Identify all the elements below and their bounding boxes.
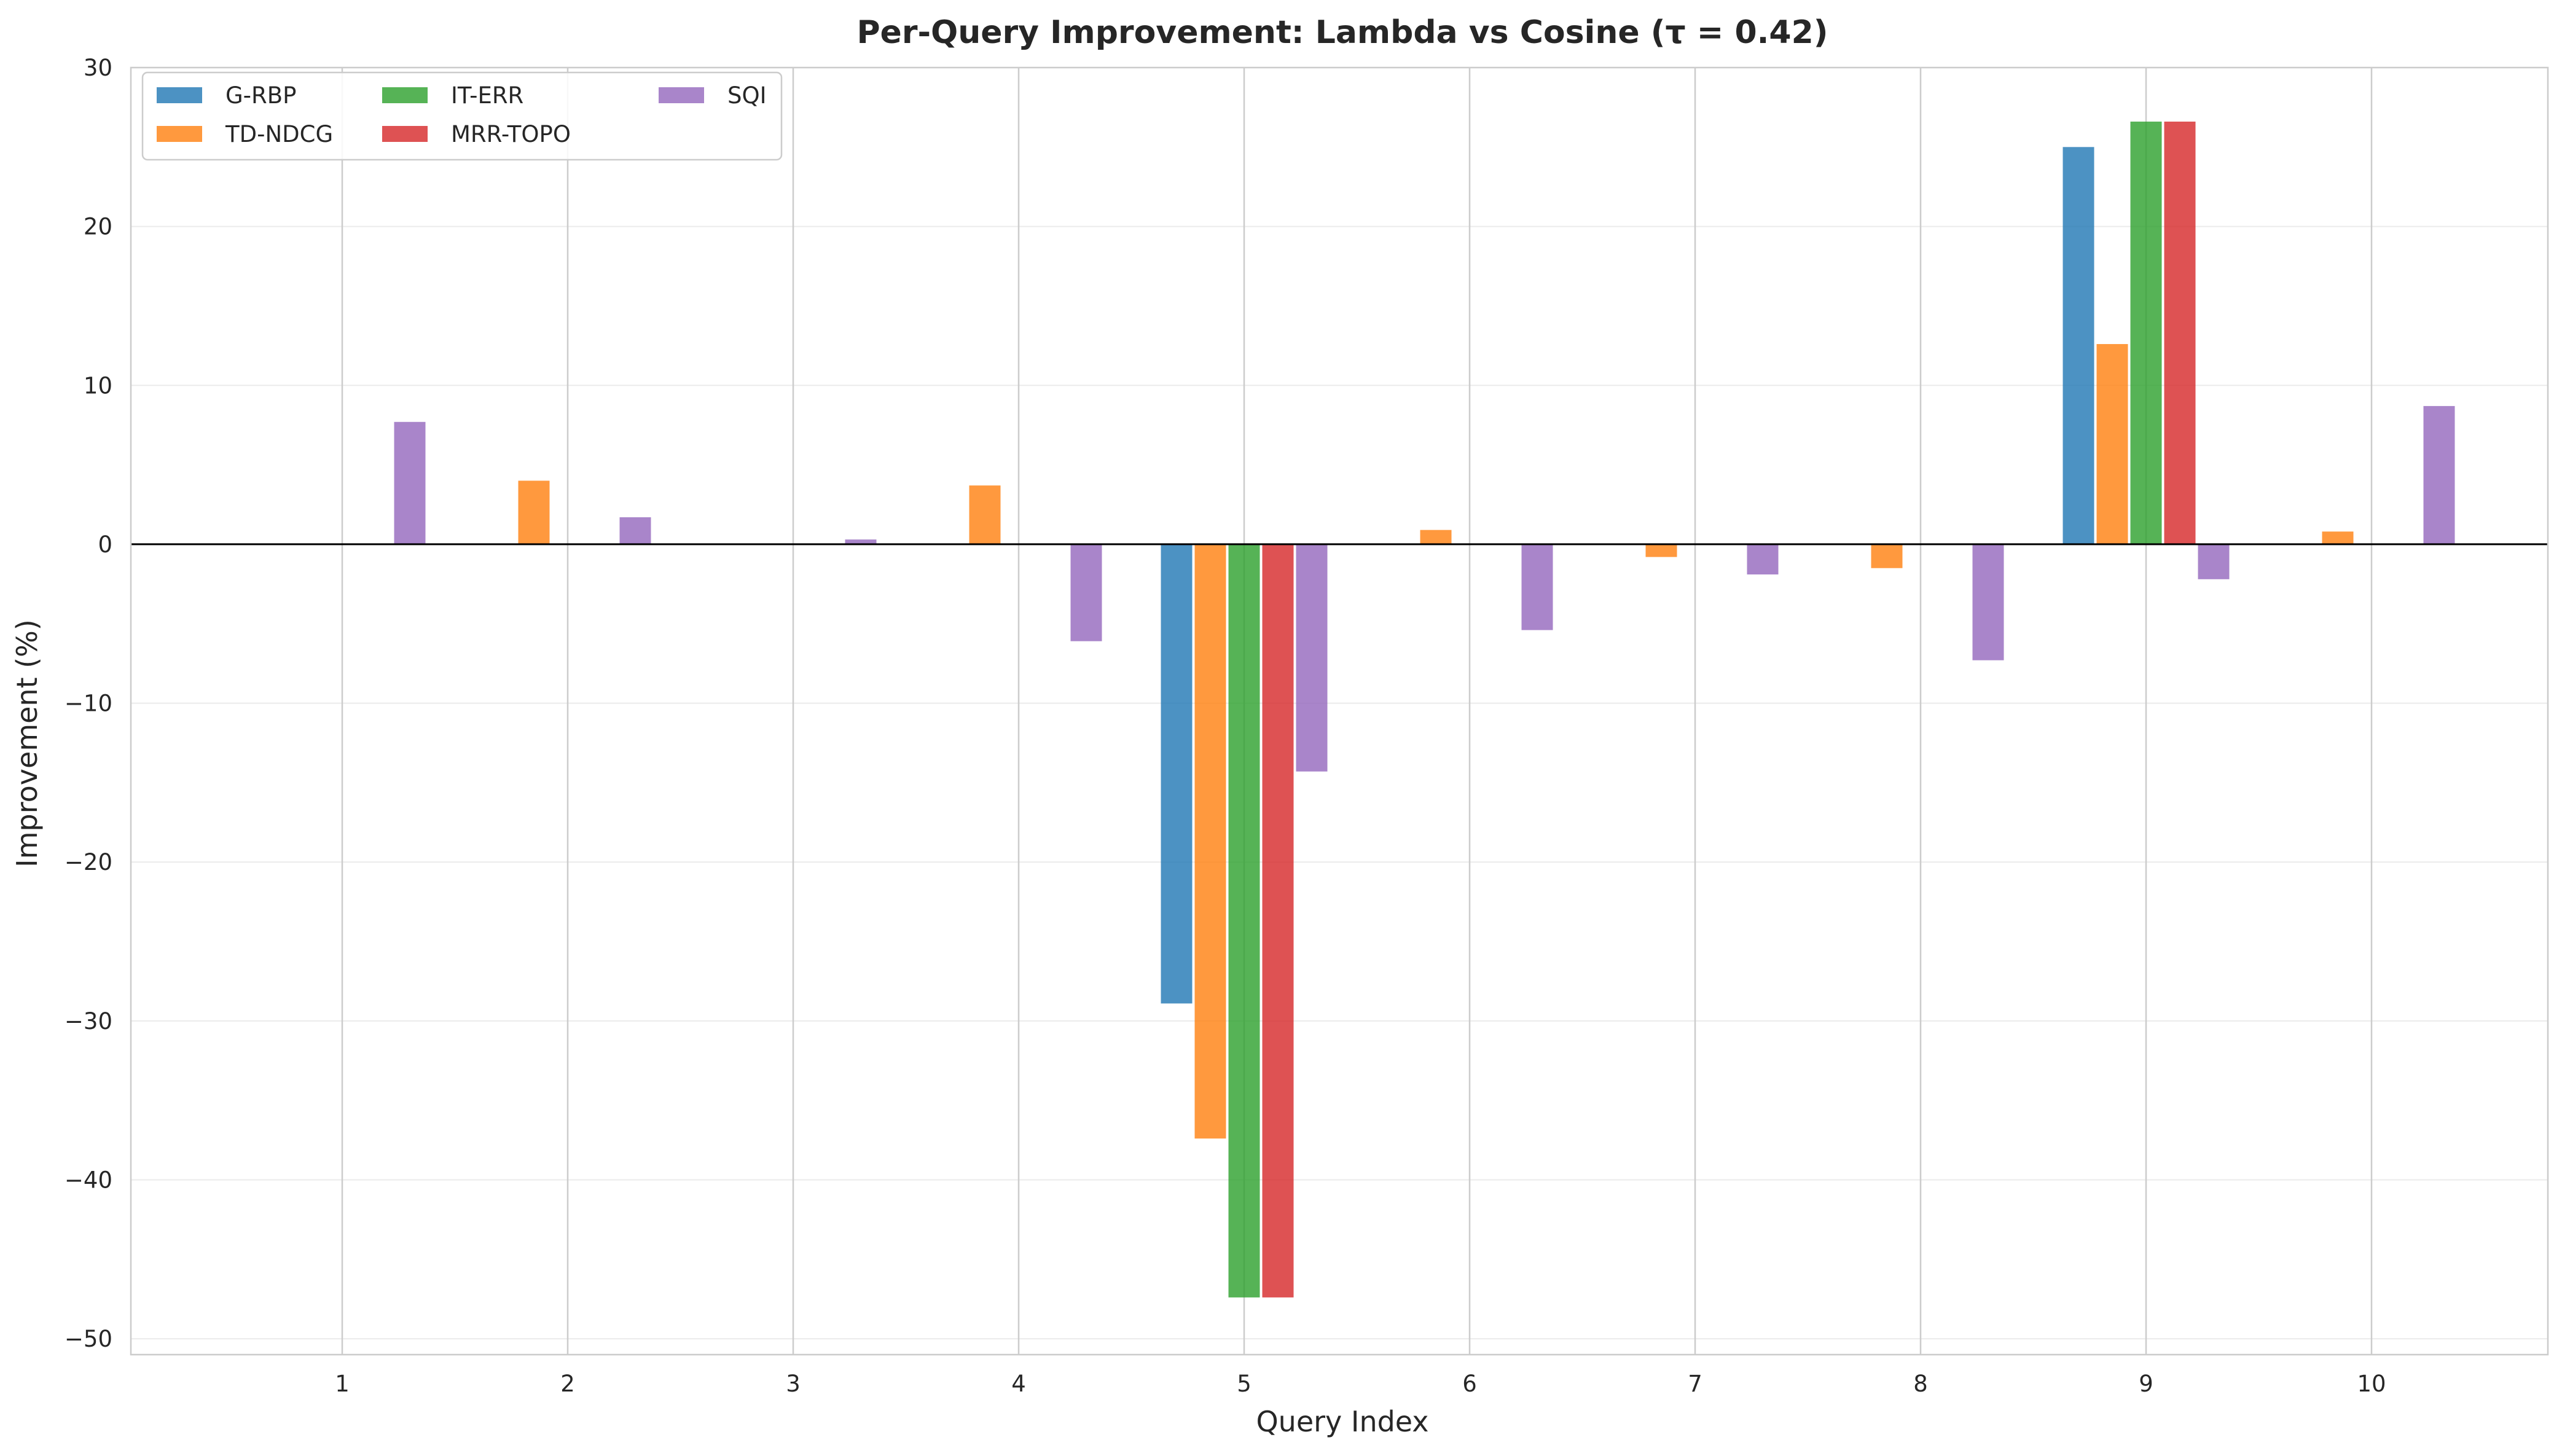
bar-td-ndcg-q8: [1871, 544, 1903, 568]
x-tick-label: 10: [2357, 1371, 2386, 1397]
bar-sqi-q7: [1747, 544, 1779, 575]
bar-sqi-q4: [1070, 544, 1102, 641]
y-tick-label: 0: [98, 531, 112, 558]
x-tick-label: 2: [560, 1371, 575, 1397]
legend-label-sqi: SQI: [727, 82, 767, 109]
bar-sqi-q10: [2423, 405, 2455, 544]
legend-label-td-ndcg: TD-NDCG: [225, 121, 333, 147]
x-tick-label: 6: [1462, 1371, 1477, 1397]
chart-title: Per-Query Improvement: Lambda vs Cosine …: [856, 14, 1828, 51]
bar-mrr-topo-q5: [1262, 544, 1294, 1297]
x-tick-label: 1: [335, 1371, 350, 1397]
x-tick-label: 4: [1011, 1371, 1026, 1397]
legend-swatch-sqi: [659, 87, 704, 103]
x-tick-label: 3: [786, 1371, 801, 1397]
bar-td-ndcg-q5: [1194, 544, 1226, 1139]
x-tick-label: 9: [2139, 1371, 2153, 1397]
legend-label-g-rbp: G-RBP: [225, 82, 296, 109]
bar-it-err-q5: [1228, 544, 1260, 1297]
bar-td-ndcg-q7: [1645, 544, 1677, 557]
legend-box: [141, 71, 783, 161]
x-tick-label: 8: [1913, 1371, 1928, 1397]
y-tick-label: −50: [65, 1326, 112, 1352]
y-tick-label: −10: [65, 691, 112, 717]
legend-swatch-mrr-topo: [382, 126, 428, 142]
y-tick-label: −40: [65, 1167, 112, 1193]
legend: G-RBP TD-NDCG IT-ERR MRR-TOPO SQI: [141, 71, 783, 161]
bar-g-rbp-q5: [1161, 544, 1193, 1004]
bar-sqi-q9: [2198, 544, 2230, 579]
bar-td-ndcg-q9: [2096, 344, 2128, 544]
y-tick-label: 10: [84, 372, 112, 399]
y-tick-label: −20: [65, 849, 112, 875]
y-tick-label: 20: [84, 214, 112, 240]
x-tick-label: 7: [1688, 1371, 1702, 1397]
plot-area: 30 20 10 0 −10 −20 −30 −40 −50 1 2 3 4 5 6 7 8 9 10: [65, 55, 2549, 1397]
legend-label-it-err: IT-ERR: [451, 82, 523, 109]
x-tick-label: 5: [1237, 1371, 1252, 1397]
bar-sqi-q1: [394, 421, 426, 544]
bar-g-rbp-q9: [2063, 147, 2094, 544]
plot-frame: [130, 66, 2549, 1356]
bar-td-ndcg-q2: [518, 480, 550, 544]
x-axis-title: Query Index: [1256, 1405, 1428, 1438]
bar-td-ndcg-q4: [969, 485, 1001, 544]
y-axis-title: Improvement (%): [10, 619, 44, 867]
bar-sqi-q2: [619, 517, 651, 544]
legend-swatch-it-err: [382, 87, 428, 103]
legend-label-mrr-topo: MRR-TOPO: [451, 121, 571, 147]
bar-sqi-q3: [845, 539, 877, 544]
bar-sqi-q8: [1972, 544, 2004, 660]
legend-swatch-td-ndcg: [157, 126, 202, 142]
bar-sqi-q6: [1521, 544, 1553, 630]
y-tick-label: −30: [65, 1008, 112, 1035]
bar-td-ndcg-q10: [2322, 531, 2354, 544]
bar-td-ndcg-q6: [1420, 530, 1452, 544]
y-tick-label: 30: [84, 55, 112, 81]
bar-it-err-q9: [2130, 121, 2162, 544]
legend-swatch-g-rbp: [157, 87, 202, 103]
bar-mrr-topo-q9: [2164, 121, 2196, 544]
bar-sqi-q5: [1296, 544, 1328, 772]
